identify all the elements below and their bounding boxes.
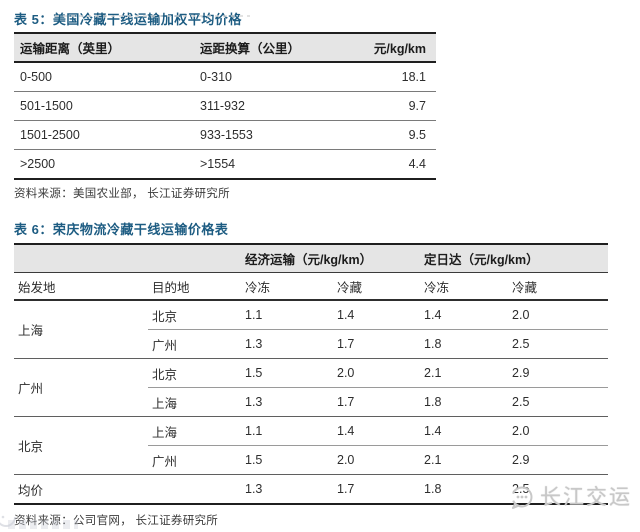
table5-header-row: 运输距离（英里） 运距换算（公里） 元/kg/km (14, 33, 436, 63)
table-row: 北京 上海 1.1 1.4 1.4 2.0 (14, 416, 609, 475)
table6-group-header-row: 经济运输（元/kg/km） 定日达（元/kg/km） (14, 244, 609, 273)
page-top-artifact-line (55, 15, 250, 17)
table-cell: 2.9 (508, 358, 609, 388)
table-cell: 2.1 (420, 358, 509, 388)
table-cell: 2.1 (420, 445, 509, 475)
table-cell: 1.4 (333, 300, 421, 330)
table-cell: 1.3 (245, 482, 263, 496)
origin-cell: 北京 (14, 416, 148, 475)
table6-rongqing-price-table: 经济运输（元/kg/km） 定日达（元/kg/km） 始发地 目的地 冷冻 冷藏… (14, 243, 609, 505)
table6-column-header-row: 始发地 目的地 冷冻 冷藏 冷冻 冷藏 (14, 272, 609, 301)
column-header-origin: 始发地 (14, 272, 148, 301)
table5-us-refrigerated-price-table: 运输距离（英里） 运距换算（公里） 元/kg/km 0-500 0-310 18… (14, 32, 436, 180)
table5-title: 表 5：美国冷藏干线运输加权平均价格 (14, 12, 242, 27)
table-row: 广州 1.3 1.7 1.8 2.5 (14, 329, 609, 359)
report-page: { "colors": { "title_blue": "#1d5c82", "… (0, 11, 640, 532)
table-cell: 1.7 (333, 387, 421, 417)
table-cell: 1.4 (333, 416, 421, 446)
table-cell: 4.4 (408, 157, 426, 171)
table-cell: 1.1 (241, 300, 333, 330)
origin-cell: 上海 (14, 300, 148, 359)
column-header-distance-km: 运距换算（公里） (194, 33, 364, 63)
table-cell: 1.3 (241, 387, 333, 417)
table-cell: 广州 (148, 329, 241, 359)
report-content: 表 5：美国冷藏干线运输加权平均价格 运输距离（英里） 运距换算（公里） 元/k… (0, 11, 640, 528)
table-cell: 2.0 (508, 300, 609, 330)
average-label-cell: 均价 (18, 483, 44, 498)
table-cell: 1.5 (241, 445, 333, 475)
table-cell: 2.0 (333, 358, 421, 388)
table-cell: 933-1553 (194, 120, 364, 150)
table-cell: 1.3 (241, 329, 333, 359)
table-row: 上海 北京 1.1 1.4 1.4 2.0 (14, 300, 609, 359)
table-row: 广州 北京 1.5 2.0 2.1 2.9 (14, 358, 609, 417)
table-cell: 2.0 (508, 416, 609, 446)
column-group-header-economy: 经济运输（元/kg/km） (241, 244, 421, 273)
column-header-destination: 目的地 (148, 272, 241, 301)
table-row: >2500 >1554 4.4 (14, 150, 436, 180)
column-header-frozen: 冷冻 (420, 272, 509, 301)
table-cell: 1.8 (420, 329, 509, 359)
table-cell: 北京 (148, 300, 241, 330)
table6-source-note: 资料来源：公司官网， 长江证券研究所 (14, 515, 219, 527)
table-row: 0-500 0-310 18.1 (14, 62, 436, 92)
table-cell: 1.4 (420, 416, 509, 446)
table6-title: 表 6：荣庆物流冷藏干线运输价格表 (14, 222, 229, 237)
column-header-chilled: 冷藏 (333, 272, 421, 301)
table-row: 上海 1.3 1.7 1.8 2.5 (14, 387, 609, 417)
table-cell: 2.5 (512, 482, 530, 496)
table-cell: 1.1 (241, 416, 333, 446)
column-header-price-unit: 元/kg/km (364, 33, 436, 63)
table-row: 1501-2500 933-1553 9.5 (14, 120, 436, 150)
table-cell: 1.8 (420, 387, 509, 417)
table-cell: 0-500 (14, 62, 194, 92)
table-cell: 2.5 (508, 329, 609, 359)
column-header-frozen: 冷冻 (241, 272, 333, 301)
table-cell: >1554 (200, 157, 236, 171)
table-cell: 18.1 (364, 62, 436, 92)
table-cell: 1.7 (337, 482, 355, 496)
table-cell: 1.8 (424, 482, 442, 496)
table-cell: 9.7 (364, 91, 436, 121)
column-group-header-scheduled: 定日达（元/kg/km） (420, 244, 609, 273)
origin-cell: 广州 (14, 358, 148, 417)
table-cell: 2.0 (333, 445, 421, 475)
table-row: 501-1500 311-932 9.7 (14, 91, 436, 121)
table-cell-empty (14, 244, 241, 273)
table-cell: 1.5 (241, 358, 333, 388)
table-cell: 1.4 (420, 300, 509, 330)
table-cell: >2500 (20, 157, 56, 171)
table-cell: 北京 (148, 358, 241, 388)
table-cell-empty (148, 475, 241, 505)
table-cell: 广州 (148, 445, 241, 475)
column-header-chilled: 冷藏 (508, 272, 609, 301)
table-cell: 2.5 (508, 387, 609, 417)
column-header-distance-miles: 运输距离（英里） (14, 33, 194, 63)
table6-average-row: 均价 1.3 1.7 1.8 2.5 (14, 475, 608, 505)
table-cell: 上海 (148, 387, 241, 417)
table-cell: 311-932 (194, 91, 364, 121)
table-cell: 501-1500 (14, 91, 194, 121)
table-cell: 2.9 (508, 445, 609, 475)
table-cell: 9.5 (364, 120, 436, 150)
table-cell: 1501-2500 (14, 120, 194, 150)
table-cell: 上海 (148, 416, 241, 446)
table-cell: 1.7 (333, 329, 421, 359)
table-cell: 0-310 (194, 62, 364, 92)
table-row: 广州 1.5 2.0 2.1 2.9 (14, 445, 609, 475)
table5-source-note: 资料来源：美国农业部， 长江证券研究所 (14, 188, 230, 200)
